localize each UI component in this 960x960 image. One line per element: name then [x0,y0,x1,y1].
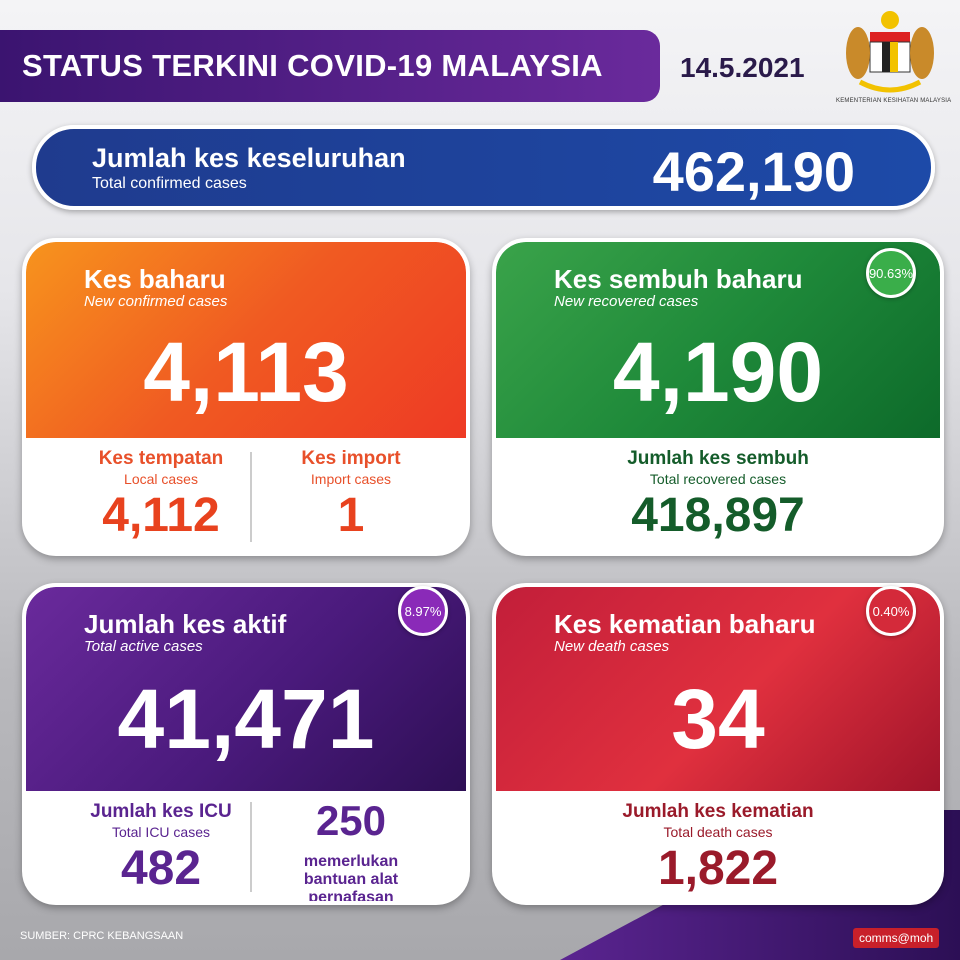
total-sublabel: Total confirmed cases [92,175,247,192]
recovery-rate-badge: 90.63% [866,248,916,298]
recovered-value: 4,190 [612,325,824,419]
source-note: SUMBER: CPRC KEBANGSAAN [20,930,184,942]
deaths-value: 34 [671,672,765,766]
active-value: 41,471 [117,672,375,766]
active-sublabel: Total active cases [84,638,203,655]
logo-caption: KEMENTERIAN KESIHATAN MALAYSIA [836,98,952,104]
total-deaths-label: Jumlah kes kematian [622,801,814,822]
report-date: 14.5.2021 [680,52,805,83]
total-value: 462,190 [652,140,855,203]
total-label: Jumlah kes keseluruhan [92,143,406,173]
total-recovered-value: 418,897 [631,489,805,542]
total-deaths-sublabel: Total death cases [663,824,773,840]
total-deaths-value: 1,822 [657,842,779,895]
header-banner: STATUS TERKINI COVID-19 MALAYSIA [0,30,660,102]
new-cases-value: 4,113 [143,325,349,419]
ventilator-label: memerlukan bantuan alat pernafasan [303,853,399,905]
coat-of-arms-logo [846,11,934,93]
icu-sublabel: Total ICU cases [111,824,211,840]
page-title: STATUS TERKINI COVID-19 MALAYSIA [22,48,603,83]
deaths-card: Kes kematian baharu New death cases 34 J… [492,583,944,905]
import-cases-label: Kes import [301,448,401,469]
local-cases-value: 4,112 [102,489,220,542]
import-cases-value: 1 [337,489,365,542]
total-confirmed-banner: Jumlah kes keseluruhan Total confirmed c… [32,125,935,210]
new-cases-sublabel: New confirmed cases [84,293,228,310]
recovered-sublabel: New recovered cases [554,293,699,310]
icu-label: Jumlah kes ICU [90,801,232,822]
active-rate-badge: 8.97% [398,586,448,636]
total-recovered-sublabel: Total recovered cases [649,471,787,487]
active-cases-card: Jumlah kes aktif Total active cases 41,4… [22,583,470,905]
local-cases-label: Kes tempatan [98,448,224,469]
total-recovered-label: Jumlah kes sembuh [627,448,809,469]
ventilator-value: 250 [315,797,387,844]
active-label: Jumlah kes aktif [84,609,287,639]
recovered-label: Kes sembuh baharu [554,264,803,294]
deaths-label: Kes kematian baharu [554,609,816,639]
new-cases-card: Kes baharu New confirmed cases 4,113 Kes… [22,238,470,556]
import-cases-sublabel: Import cases [310,471,392,487]
new-cases-label: Kes baharu [84,264,226,294]
brand-tag: comms@moh [853,928,940,948]
icu-value: 482 [120,842,202,895]
deaths-sublabel: New death cases [554,638,670,655]
local-cases-sublabel: Local cases [124,471,198,487]
death-rate-badge: 0.40% [866,586,916,636]
